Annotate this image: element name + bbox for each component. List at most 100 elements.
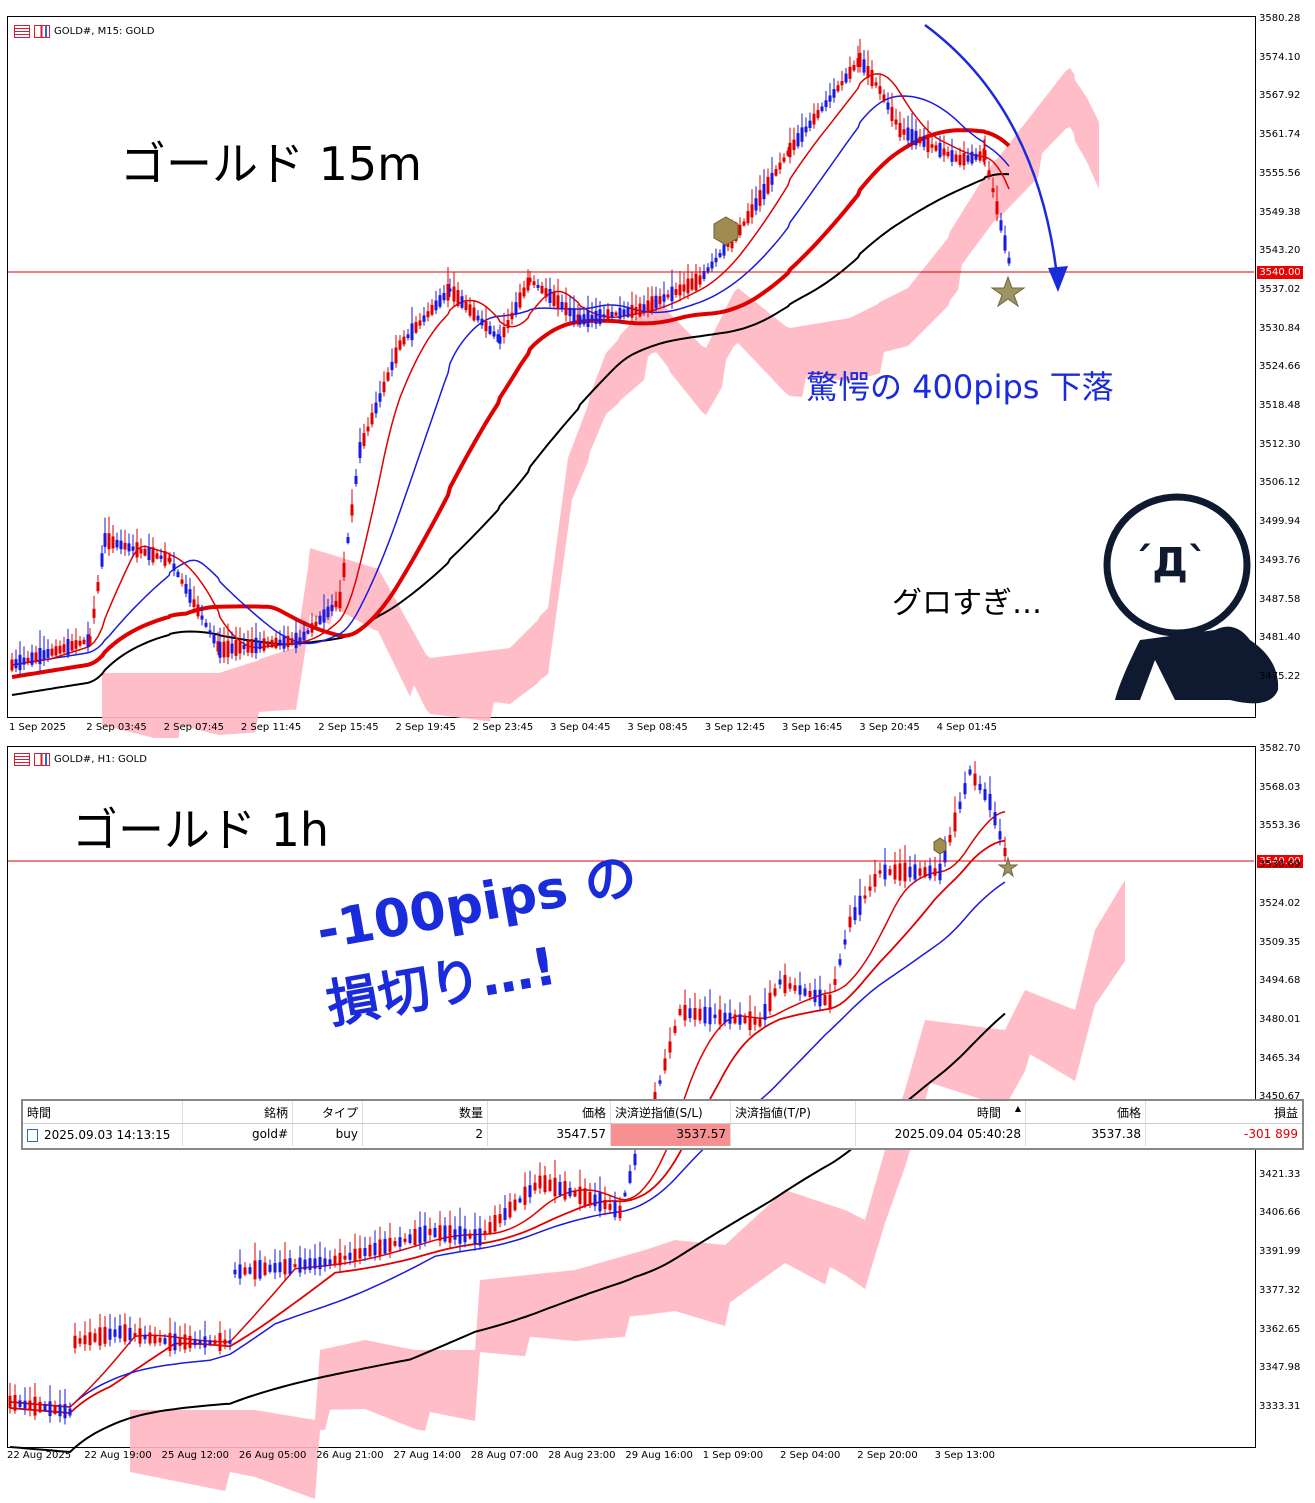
candle-body <box>378 1239 382 1256</box>
price-tick-label: 3499.94 <box>1259 516 1301 528</box>
candle-body <box>886 102 890 110</box>
col-open-price[interactable]: 価格 <box>488 1101 611 1123</box>
candle-body <box>88 1332 92 1346</box>
time-tick-label: 2 Sep 20:00 <box>857 1450 918 1461</box>
candle-body <box>196 604 200 617</box>
candle-body <box>430 304 434 315</box>
candle-body <box>754 198 758 211</box>
candle-body <box>518 292 522 308</box>
candle-body <box>460 296 464 308</box>
candle-body <box>343 1255 347 1260</box>
candle-body <box>473 1229 477 1244</box>
col-type[interactable]: タイプ <box>293 1101 363 1123</box>
candle-body <box>914 130 918 146</box>
time-tick-label: 29 Aug 16:00 <box>625 1450 693 1461</box>
candle-body <box>53 1405 57 1414</box>
candle-body <box>228 1340 232 1344</box>
chart-plot-area[interactable] <box>7 746 1256 1448</box>
candle-body <box>388 1237 392 1252</box>
col-tp[interactable]: 決済指値(T/P) <box>731 1101 856 1123</box>
chart-headline: ゴールド 15m <box>120 137 422 191</box>
candle-body <box>408 1234 412 1243</box>
candle-body <box>238 1264 242 1279</box>
candle-body <box>878 86 882 94</box>
trade-history-table[interactable]: 時間 銘柄 タイプ 数量 価格 決済逆指値(S/L) 決済指値(T/P) 時間 … <box>21 1099 1304 1150</box>
candle-body <box>438 295 442 307</box>
col-open-time[interactable]: 時間 <box>23 1101 183 1123</box>
candle-body <box>63 1404 67 1419</box>
time-tick-label: 3 Sep 20:45 <box>859 722 920 733</box>
candle-body <box>23 1400 27 1409</box>
price-tick-label: 3549.38 <box>1259 206 1301 218</box>
candle-body <box>483 1230 487 1235</box>
candle-body <box>786 150 790 156</box>
candle-body <box>538 1175 542 1189</box>
table-row[interactable]: 2025.09.03 14:13:15 gold# buy 2 3547.57 … <box>23 1124 1302 1146</box>
cell-open-time-value: 2025.09.03 14:13:15 <box>44 1128 171 1142</box>
document-icon <box>27 1128 38 1142</box>
candle-body <box>738 1014 742 1025</box>
candle-body <box>348 1252 352 1260</box>
price-tick-label: 3555.56 <box>1259 167 1301 179</box>
candle-body <box>262 638 266 651</box>
price-tick-label: 3481.40 <box>1259 632 1301 644</box>
candle-body <box>638 303 642 317</box>
candle-body <box>698 275 702 285</box>
candle-body <box>874 82 878 86</box>
candle-body <box>58 645 62 654</box>
candle-body <box>402 336 406 345</box>
time-tick-label: 4 Sep 01:45 <box>936 722 997 733</box>
candle-body <box>418 320 422 326</box>
chart-window-m15[interactable]: GOLD#, M15: GOLD ゴールド 15m 驚愕の 400pips 下落… <box>0 0 1315 738</box>
price-tick-label: 3333.31 <box>1259 1400 1301 1412</box>
candle-body <box>270 639 274 648</box>
chart-headline: ゴールド 1h <box>72 803 330 857</box>
candle-body <box>683 1004 687 1021</box>
candle-body <box>113 1329 117 1337</box>
candle-body <box>358 1248 362 1259</box>
price-tick-label: 3475.22 <box>1259 670 1301 682</box>
candle-body <box>682 284 686 292</box>
candle-body <box>943 848 947 863</box>
candle-body <box>176 571 180 578</box>
candle-body <box>484 320 488 332</box>
candle-body <box>278 1262 282 1273</box>
candle-body <box>378 393 382 402</box>
candle-body <box>578 315 582 325</box>
price-tick-label: 3524.66 <box>1259 361 1301 373</box>
candle-body <box>273 1263 277 1273</box>
col-symbol[interactable]: 銘柄 <box>183 1101 293 1123</box>
candle-body <box>540 285 544 294</box>
cell-sl: 3537.57 <box>611 1124 731 1146</box>
candle-body <box>800 127 804 142</box>
candle-body <box>338 1252 342 1266</box>
candle-body <box>234 640 238 656</box>
candle-body <box>898 863 902 881</box>
ma-blue-line <box>9 881 1006 1408</box>
candle-body <box>858 895 862 915</box>
candle-body <box>168 1332 172 1352</box>
candle-body <box>310 623 314 633</box>
candle-body <box>143 1334 147 1340</box>
candle-body <box>528 277 532 283</box>
candle-body <box>18 1400 22 1407</box>
cell-close-price: 3537.38 <box>1026 1124 1146 1146</box>
candle-body <box>308 1258 312 1271</box>
candle-body <box>552 292 556 307</box>
candle-body <box>363 1248 367 1256</box>
candle-body <box>46 649 50 658</box>
candle-body <box>634 307 638 315</box>
time-tick-label: 2 Sep 04:00 <box>780 1450 841 1461</box>
col-close-price[interactable]: 価格 <box>1026 1101 1146 1123</box>
price-tick-label: 3480.01 <box>1259 1013 1301 1025</box>
col-profit[interactable]: 損益 <box>1273 1106 1298 1120</box>
candle-body <box>10 659 14 671</box>
time-tick-label: 3 Sep 04:45 <box>550 722 611 733</box>
candle-body <box>139 548 143 554</box>
price-tick-label: 3509.35 <box>1259 936 1301 948</box>
col-sl[interactable]: 決済逆指値(S/L) <box>611 1101 731 1123</box>
col-close-time[interactable]: 時間 ▲ <box>856 1101 1026 1123</box>
col-volume[interactable]: 数量 <box>363 1101 488 1123</box>
candle-body <box>572 308 576 323</box>
price-tick-label: 3347.98 <box>1259 1362 1301 1374</box>
